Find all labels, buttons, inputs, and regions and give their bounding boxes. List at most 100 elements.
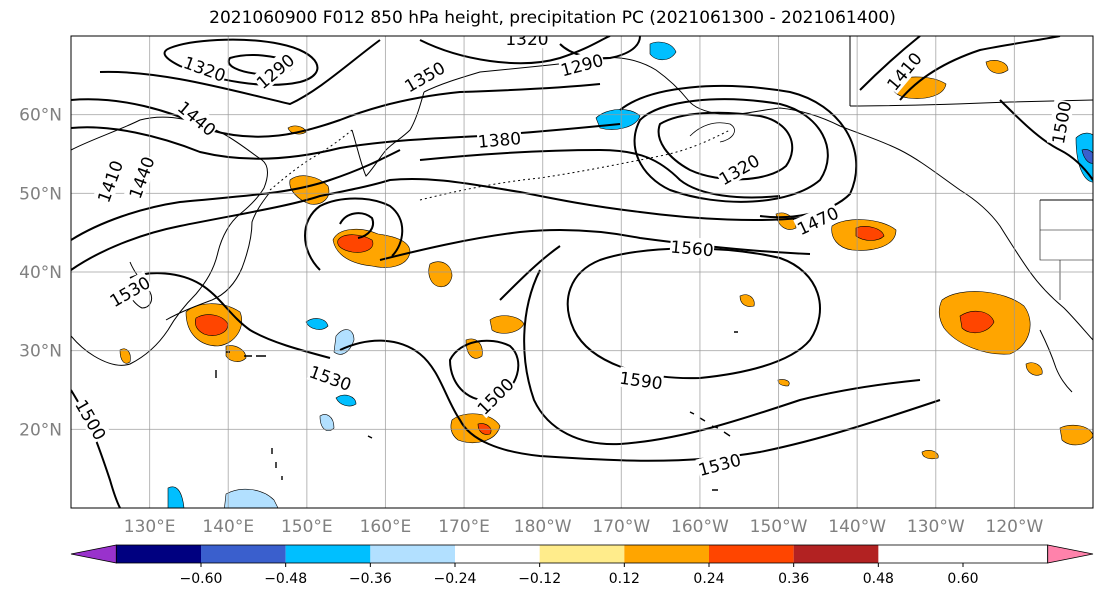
contour-line — [71, 123, 621, 160]
colorbar-tick-label: 0.12 — [609, 571, 640, 587]
contour-label-bg — [306, 360, 355, 395]
precip-patch — [119, 348, 131, 364]
lon-tick-label: 160°W — [671, 517, 729, 537]
precip-patch — [333, 329, 355, 355]
precip-patch — [167, 486, 185, 508]
contour-label-bg — [793, 201, 842, 239]
contour-label-bg — [695, 448, 744, 480]
us-states — [1039, 200, 1093, 300]
lon-tick-label: 160°E — [360, 517, 412, 537]
colorbar-segment — [370, 545, 455, 563]
contour-label-bg — [105, 271, 154, 311]
contour-line — [71, 149, 401, 241]
colorbar-segment — [285, 545, 371, 563]
precip-patch — [335, 394, 357, 407]
aleutian-chain — [419, 129, 731, 201]
contour-label-bg — [504, 36, 549, 49]
contour-label-bg — [881, 47, 926, 95]
colorbar-extend-low — [70, 544, 117, 564]
contour-label-bg — [92, 157, 127, 206]
lon-tick-label: 120°W — [986, 517, 1044, 537]
contour-label-text: 1380 — [477, 129, 522, 153]
precip-patch — [855, 226, 885, 241]
baja-coast — [1039, 329, 1073, 393]
lat-tick-label: 30°N — [19, 342, 62, 362]
contour-label: 1590 — [617, 366, 665, 394]
alaska-coast — [599, 57, 1093, 341]
colorbar-segment — [624, 545, 709, 563]
lon-tick-label: 170°W — [592, 517, 650, 537]
contour-line — [71, 83, 601, 138]
contour-line — [129, 272, 331, 359]
contour-line — [419, 148, 781, 199]
contour-label-bg — [714, 149, 763, 189]
lon-tick-label: 150°E — [281, 517, 333, 537]
lon-tick-label: 180°W — [514, 517, 572, 537]
colorbar-tick-label: −0.36 — [349, 571, 392, 587]
contour-line — [999, 99, 1093, 181]
contour-label-bg — [476, 126, 523, 151]
longitude-tick-labels: 130°E 140°E 150°E 160°E 170°E 180°W 170°W 160°W… — [124, 517, 1044, 537]
contour-label: 1380 — [476, 126, 523, 153]
lon-tick-label: 150°W — [750, 517, 808, 537]
colorbar-tick-label: 0.24 — [693, 571, 724, 587]
contour-line — [559, 36, 641, 60]
lon-tick-label: 130°E — [124, 517, 176, 537]
precip-patch — [1081, 149, 1093, 164]
precip-patch — [739, 294, 755, 307]
precip-patch — [319, 414, 335, 431]
colorbar-extend-high — [1047, 544, 1094, 564]
contour-label-text: 1320 — [505, 30, 548, 50]
colorbar-tick-label: −0.24 — [434, 571, 477, 587]
contour-label-bg — [123, 153, 158, 202]
contour-label: 1560 — [669, 235, 715, 262]
contour-line — [499, 245, 561, 301]
precip-patch — [337, 234, 374, 253]
contour-line — [419, 36, 611, 65]
contour-label-bg — [180, 51, 230, 86]
latitude-tick-labels: 20°N 30°N 40°N 50°N 60°N — [19, 106, 62, 441]
precip-patch — [1025, 362, 1043, 376]
contour-label-bg — [174, 96, 221, 140]
colorbar-tick-label: 0.60 — [947, 571, 978, 587]
colorbar-tick-label: 0.48 — [863, 571, 894, 587]
contour-line — [859, 36, 921, 91]
contour-label-text: 1560 — [670, 238, 715, 262]
contour-label-bg — [617, 366, 665, 393]
lat-tick-label: 60°N — [19, 106, 62, 126]
contour-label-bg — [669, 235, 715, 260]
contour-label-bg — [472, 372, 518, 419]
contour-line — [71, 177, 801, 271]
contour-line — [339, 212, 374, 239]
colorbar-tick-label: 0.36 — [778, 571, 809, 587]
contour-line — [304, 197, 404, 271]
contour-line — [566, 247, 821, 380]
colorbar-tick-label: −0.48 — [264, 571, 307, 587]
contour-line — [657, 111, 794, 181]
lon-tick-label: 170°E — [438, 517, 490, 537]
gridlines — [71, 36, 1093, 508]
contour-line — [523, 269, 921, 446]
colorbar-tick-label: −0.60 — [180, 571, 223, 587]
lat-tick-label: 40°N — [19, 263, 62, 283]
precip-patch — [985, 60, 1009, 74]
contour-label-bg — [251, 48, 299, 93]
contour-label-bg — [71, 395, 112, 444]
lon-tick-label: 130°W — [907, 517, 965, 537]
precip-patch — [959, 310, 995, 334]
map-title: 2021060900 F012 850 hPa height, precipit… — [209, 8, 896, 28]
contour-line — [163, 38, 319, 86]
contour-line — [379, 229, 811, 261]
contour-label-bg — [400, 56, 449, 96]
precip-patch — [428, 261, 453, 288]
map-frame — [70, 35, 1094, 509]
contour-label-bg — [1046, 98, 1075, 146]
height-contours — [71, 36, 1093, 508]
precip-patch — [194, 314, 229, 336]
colorbar-segment — [539, 545, 625, 563]
colorbar-segment — [709, 545, 794, 563]
precip-patch — [305, 318, 329, 330]
colorbar-outline — [115, 544, 1049, 564]
